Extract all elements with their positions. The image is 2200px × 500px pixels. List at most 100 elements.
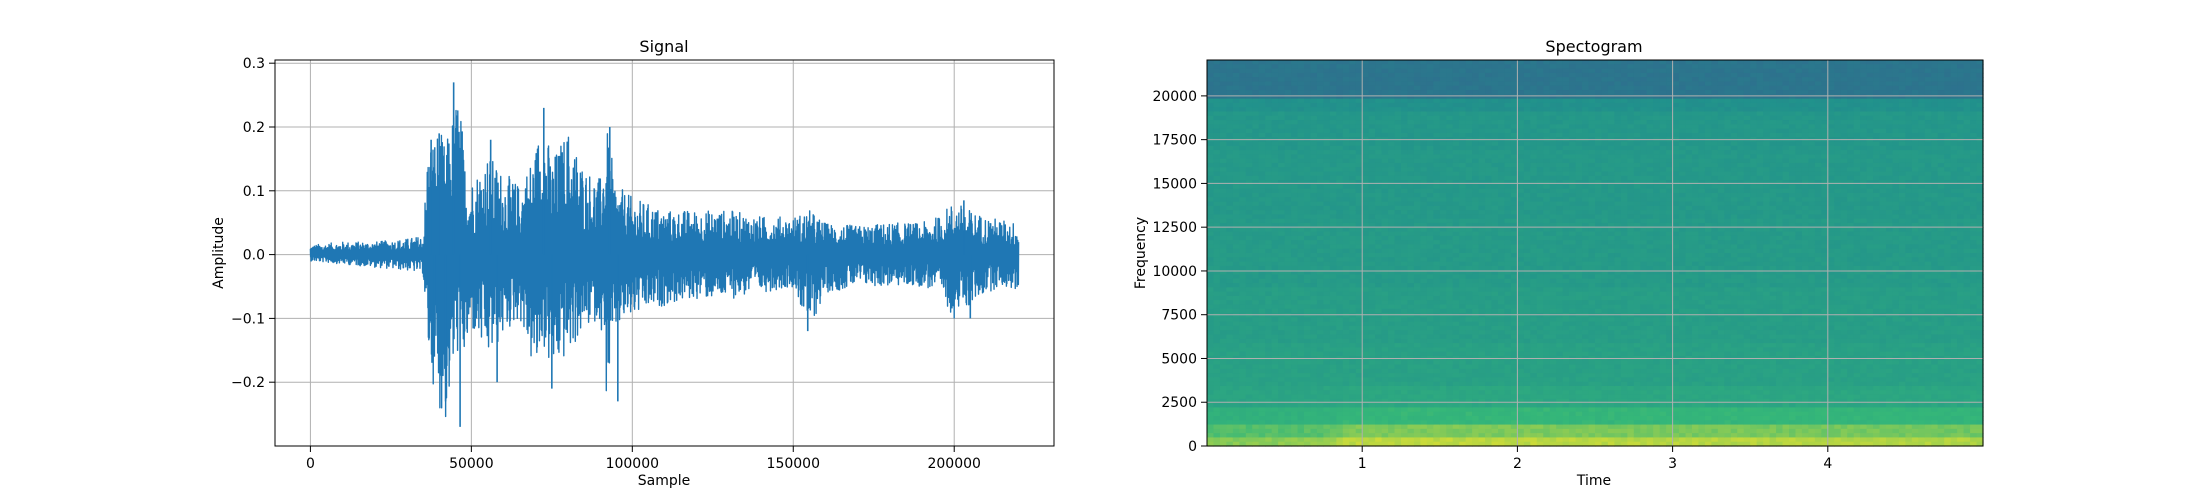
spectrogram-cell [1291,424,1299,430]
spectrogram-cell [1265,184,1273,190]
spectrogram-cell [1239,90,1247,95]
spectrogram-cell [1291,111,1299,117]
spectrogram-cell [1446,244,1454,250]
spectrogram-cell [1543,248,1551,254]
spectrogram-cell [1355,265,1363,271]
spectrogram-cell [1439,441,1447,447]
spectrogram-cell [1536,111,1544,117]
spectrogram-cell [1207,235,1215,241]
spectrogram-cell [1355,338,1363,344]
spectrogram-cell [1549,283,1557,288]
spectrogram-cell [1498,325,1506,331]
spectrogram-cell [1420,111,1428,117]
spectrogram-cell [1252,411,1260,417]
spectrogram-cell [1252,351,1260,357]
spectrogram-cell [1433,265,1441,271]
spectrogram-cell [1297,120,1305,125]
spectrogram-cell [1556,60,1564,65]
spectrogram-cell [1323,295,1331,301]
spectrogram-cell [1316,154,1324,160]
spectrogram-cell [1291,115,1299,121]
spectrogram-cell [1536,377,1544,383]
spectrogram-cell [1265,308,1273,314]
spectrogram-cell [1536,72,1544,78]
spectrogram-cell [1342,184,1350,190]
spectrogram-cell [1498,287,1506,293]
spectrogram-cell [1349,411,1357,417]
spectrogram-cell [1226,385,1234,391]
spectrogram-cell [1258,317,1266,323]
spectrogram-cell [1459,158,1467,164]
spectrogram-cell [1329,115,1337,121]
spectrogram-cell [1304,265,1312,271]
spectrogram-cell [1439,270,1447,276]
spectrogram-cell [1323,291,1331,297]
spectrogram-cell [1310,321,1318,327]
spectrogram-cell [1239,145,1247,151]
spectrogram-cell [1284,347,1292,353]
spectrogram-cell [1401,77,1409,83]
spectrogram-cell [1465,222,1473,228]
spectrogram-cell [1207,222,1215,228]
spectrogram-cell [1420,381,1428,387]
spectrogram-cell [1439,77,1447,83]
spectrogram-cell [1258,394,1266,400]
spectrogram-cell [1523,437,1531,443]
spectrogram-cell [1368,325,1376,331]
spectrogram-cell [1291,72,1299,78]
spectrogram-cell [1375,321,1383,327]
spectrogram-cell [1407,265,1415,271]
spectrogram-cell [1413,291,1421,297]
spectrogram-cell [1459,304,1467,310]
spectrogram-cell [1207,321,1215,327]
spectrogram-cell [1549,214,1557,220]
spectrogram-cell [1439,398,1447,404]
spectrogram-cell [1252,274,1260,280]
spectrogram-cell [1342,227,1350,233]
spectrogram-cell [1284,424,1292,430]
spectrogram-cell [1381,270,1389,276]
spectrogram-cell [1452,98,1460,104]
spectrogram-cell [1381,415,1389,421]
spectrogram-cell [1517,120,1525,125]
spectrogram-cell [1381,433,1389,439]
spectrogram-cell [1420,231,1428,237]
spectrogram-cell [1549,184,1557,190]
spectrogram-cell [1291,107,1299,113]
spectrogram-cell [1342,424,1350,430]
spectrogram-cell [1245,85,1253,91]
spectrogram-cell [1530,441,1538,447]
spectrogram-cell [1485,201,1493,207]
spectrogram-cell [1543,270,1551,276]
spectrogram-cell [1504,175,1512,181]
spectrogram-cell [1291,338,1299,344]
spectrogram-cell [1413,428,1421,434]
spectrogram-cell [1310,270,1318,276]
spectrogram-cell [1556,184,1564,190]
spectrogram-cell [1252,377,1260,383]
spectrogram-cell [1426,171,1434,177]
spectrogram-cell [1556,308,1564,314]
spectrogram-cell [1478,107,1486,113]
spectrogram-cell [1459,398,1467,404]
spectrogram-cell [1478,201,1486,207]
spectrogram-cell [1504,192,1512,198]
spectrogram-cell [1491,428,1499,434]
spectrogram-cell [1549,231,1557,237]
spectrogram-cell [1304,338,1312,344]
spectrogram-cell [1375,428,1383,434]
spectrogram-cell [1278,334,1286,340]
spectrogram-cell [1226,184,1234,190]
spectrogram-cell [1407,214,1415,220]
spectrogram-cell [1297,398,1305,404]
spectrogram-cell [1375,167,1383,173]
spectrogram-cell [1413,64,1421,70]
spectrogram-cell [1323,300,1331,306]
spectrogram-cell [1219,265,1227,271]
spectrogram-cell [1310,115,1318,121]
spectrogram-cell [1284,325,1292,331]
spectrogram-cell [1271,257,1279,263]
spectrogram-cell [1284,308,1292,314]
spectrogram-cell [1549,210,1557,215]
spectrogram-cell [1523,261,1531,267]
